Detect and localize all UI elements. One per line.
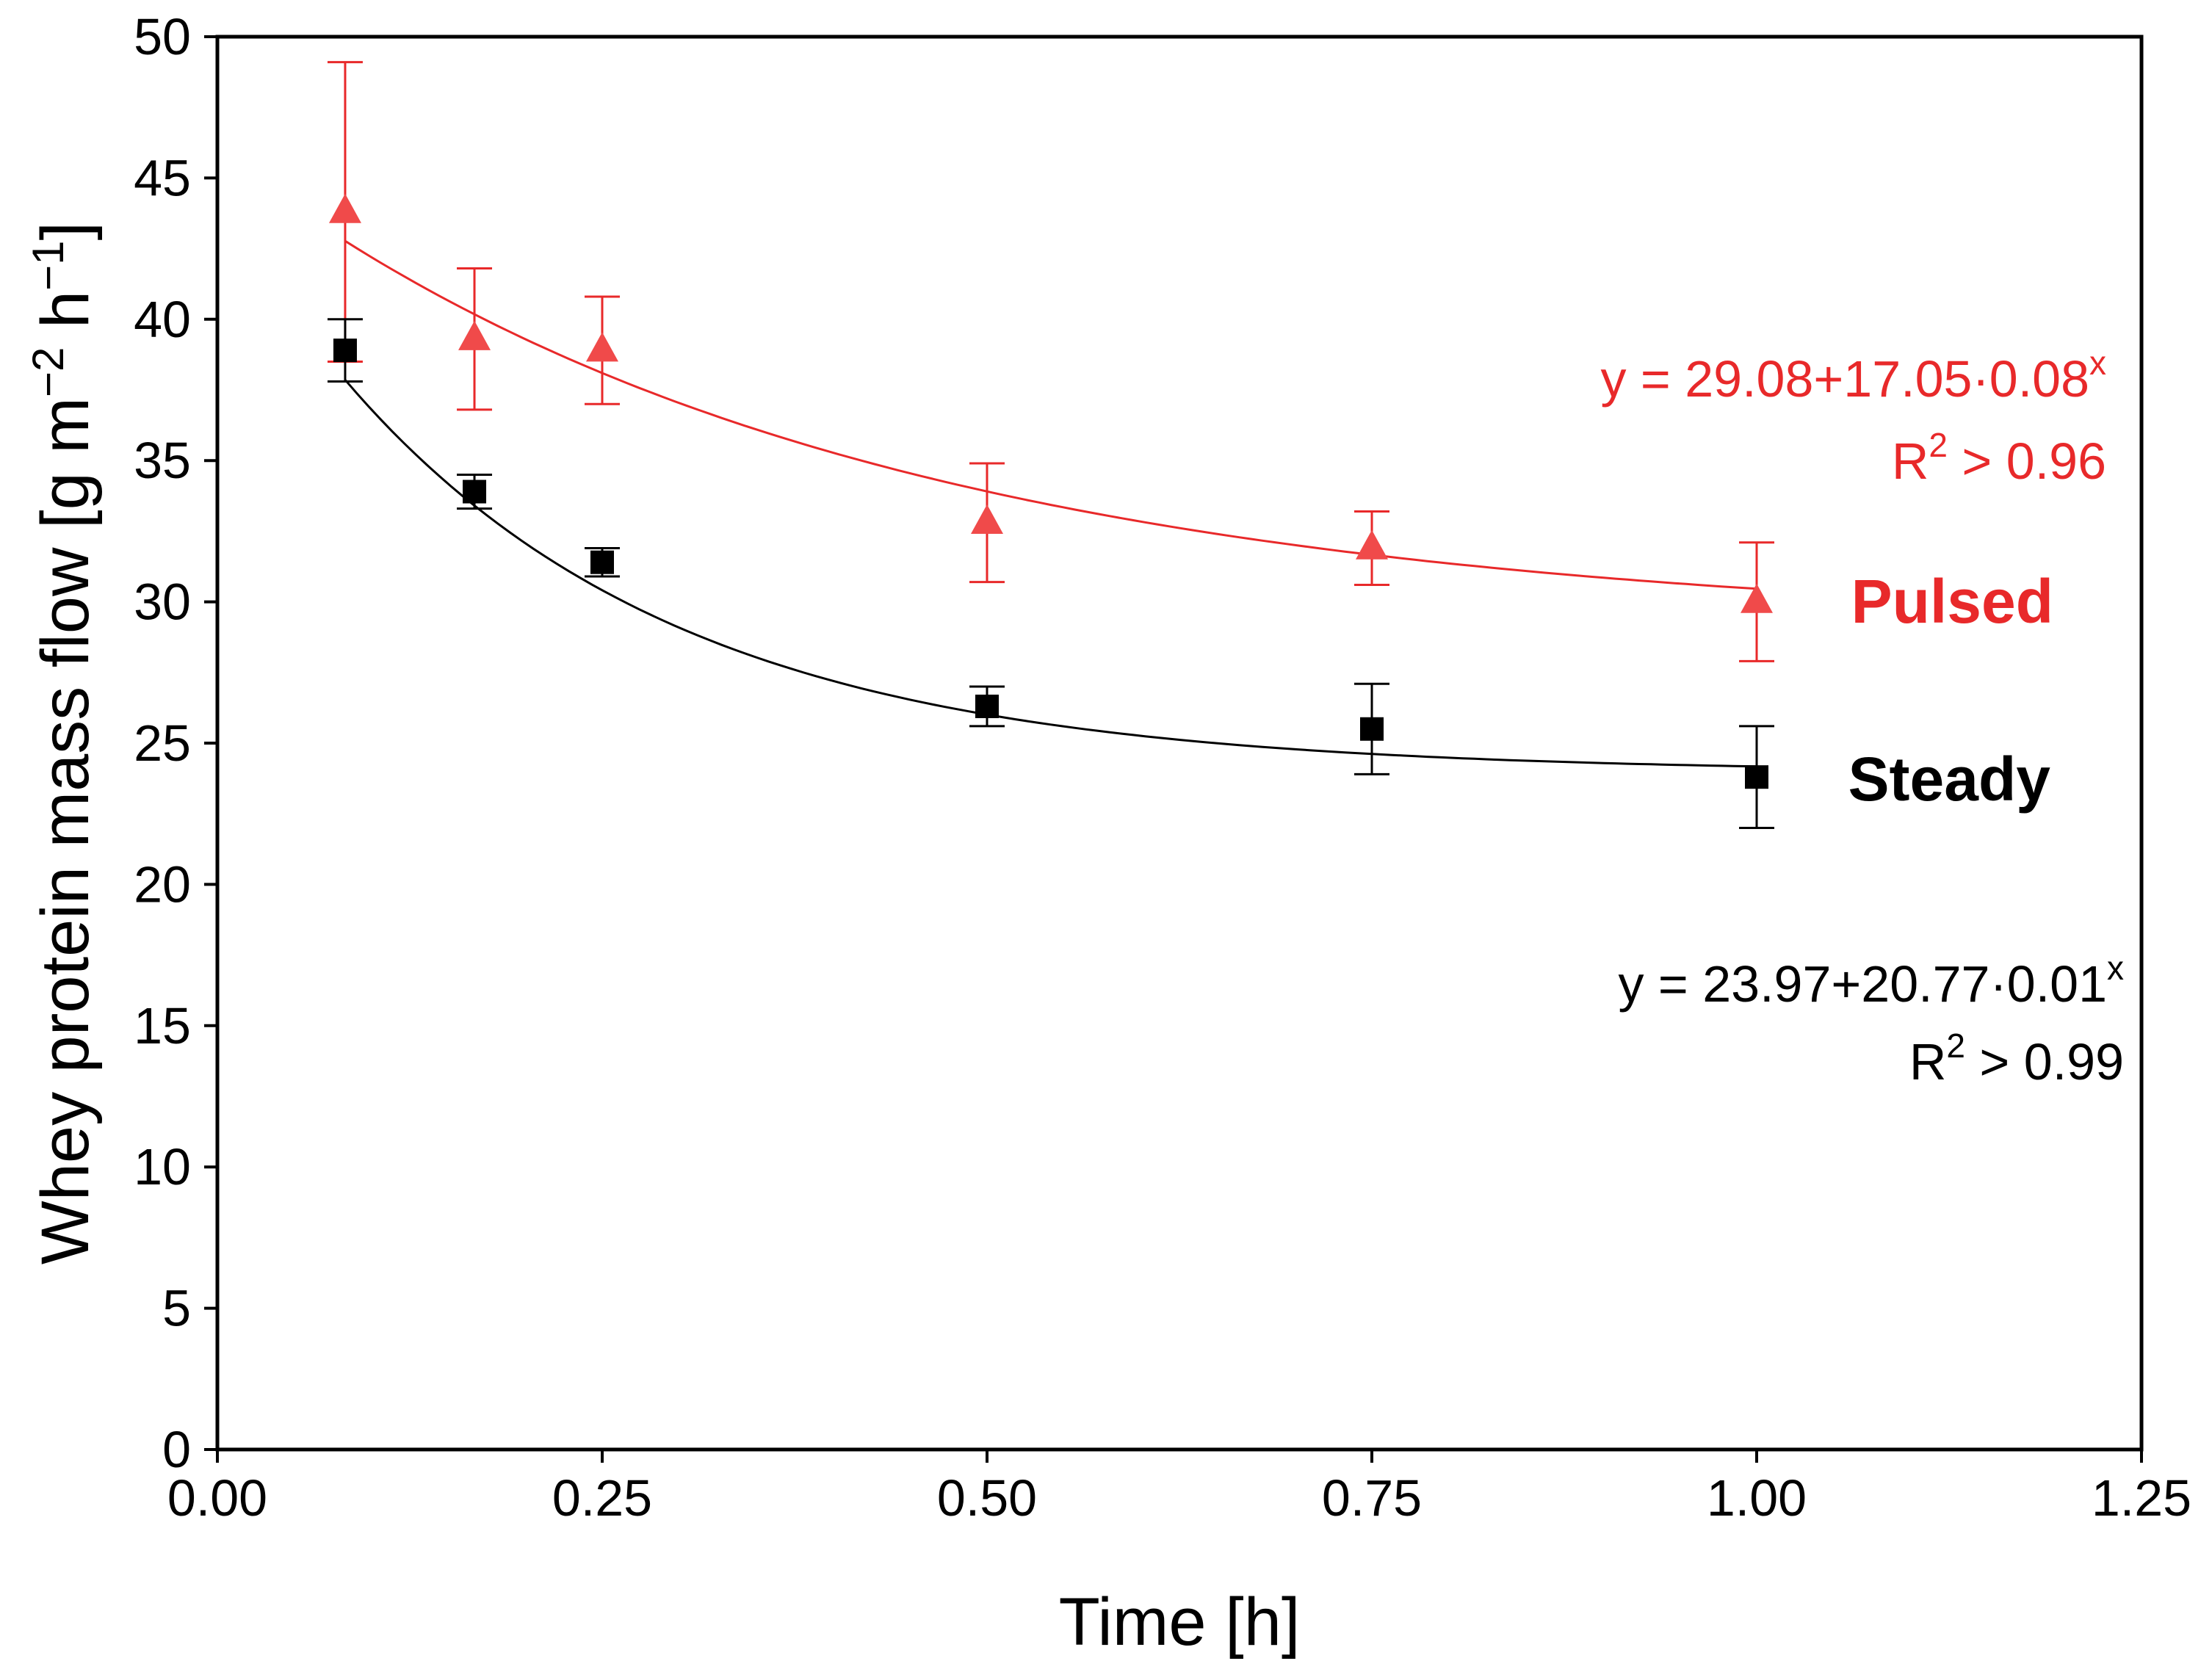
y-axis-title: Whey protein mass flow [g m−2 h−1]: [24, 222, 103, 1264]
y-tick-label: 45: [134, 149, 191, 206]
y-tick-label: 35: [134, 432, 191, 489]
x-tick-label: 1.00: [1707, 1469, 1807, 1527]
data-markers: [328, 193, 1773, 789]
y-axis-title-mid: h: [28, 291, 103, 347]
plot-frame: [215, 35, 2144, 1452]
steady-point: [975, 694, 999, 718]
y-tick-label: 25: [134, 714, 191, 772]
steady-point: [590, 550, 614, 574]
steady-fit-curve: [344, 379, 1757, 768]
y-tick-label: 15: [134, 997, 191, 1054]
steady-point: [1745, 765, 1768, 789]
x-tick-label: 0.25: [552, 1469, 652, 1527]
pulsed-equation: y = 29.08+17.05·0.08x: [1600, 344, 2106, 408]
steady-point: [463, 479, 487, 504]
steady-equation: y = 23.97+20.77·0.01x: [1618, 949, 2124, 1013]
x-axis-title: Time [h]: [1059, 1585, 1301, 1660]
x-tick-label: 0.75: [1322, 1469, 1422, 1527]
pulsed-point: [328, 193, 361, 223]
pulsed-point: [586, 332, 618, 362]
pulsed-point: [1356, 529, 1388, 560]
x-tick-label: 0.00: [167, 1469, 267, 1527]
y-tick-label: 0: [162, 1421, 191, 1478]
pulsed-point: [971, 504, 1003, 535]
axis-ticks: 0.00 0.25 0.50 0.75 1.00 1.25 0 5 10 15 20 25 30 35 40…: [134, 8, 2191, 1527]
y-tick-label: 30: [134, 573, 191, 631]
fit-curves: [344, 239, 1757, 768]
steady-point: [1360, 717, 1384, 741]
steady-point: [333, 339, 357, 363]
x-tick-label: 0.50: [937, 1469, 1037, 1527]
y-tick-label: 5: [162, 1280, 191, 1337]
y-axis-title-exp2: −1: [24, 240, 73, 290]
pulsed-point: [1741, 583, 1773, 613]
pulsed-label: Pulsed: [1851, 567, 2053, 636]
x-tick-label: 1.25: [2092, 1469, 2191, 1527]
steady-r2: R2 > 0.99: [1909, 1027, 2124, 1090]
y-axis-title-end: ]: [28, 222, 103, 241]
error-bars: [327, 61, 1774, 829]
pulsed-point: [458, 320, 491, 350]
y-axis-title-exp1: −2: [24, 347, 73, 397]
y-axis-title-main: Whey protein mass flow [g m: [28, 397, 103, 1264]
y-tick-label: 50: [134, 8, 191, 65]
pulsed-fit-curve: [344, 239, 1757, 590]
pulsed-r2: R2 > 0.96: [1892, 426, 2106, 490]
y-tick-label: 40: [134, 291, 191, 348]
y-tick-label: 20: [134, 855, 191, 913]
y-tick-label: 10: [134, 1138, 191, 1195]
steady-label: Steady: [1848, 745, 2051, 814]
